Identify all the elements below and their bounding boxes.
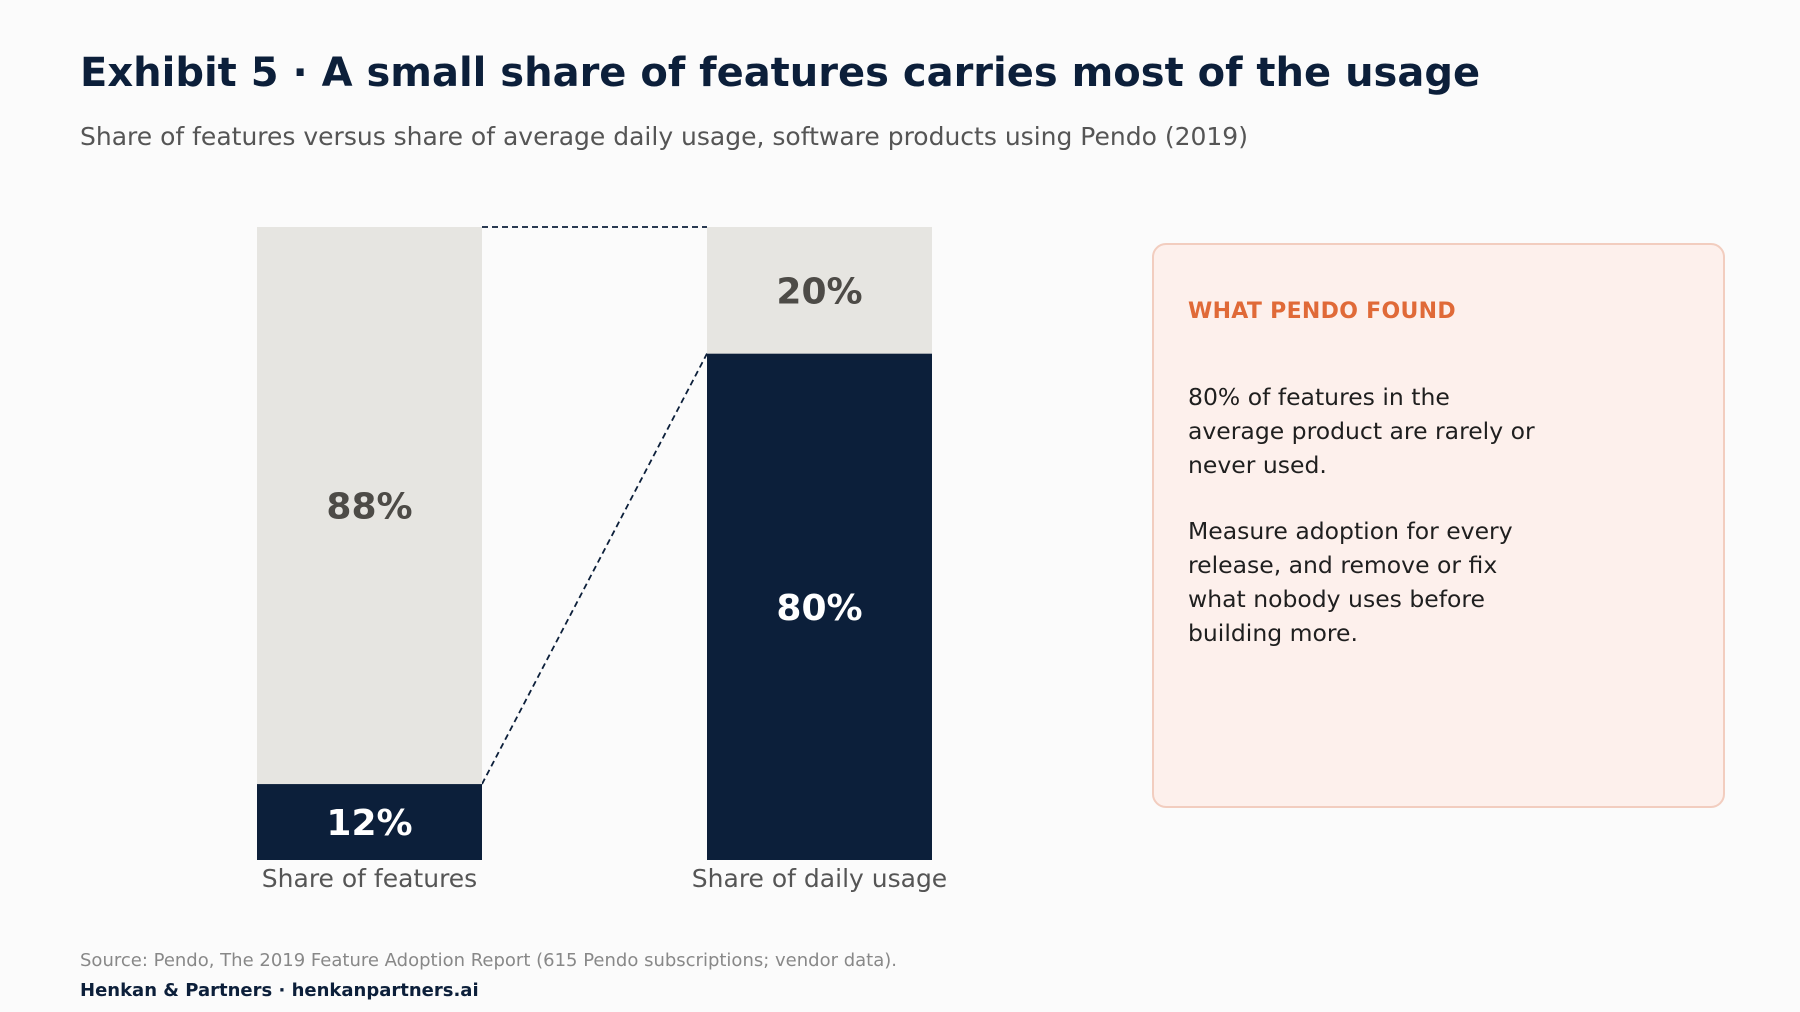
callout-panel: WHAT PENDO FOUND 80% of features in the … bbox=[1152, 243, 1725, 808]
bar-value-label-1-2: 88% bbox=[326, 487, 412, 528]
category-label-2: Share of daily usage bbox=[692, 864, 947, 893]
chart-category-labels: Share of features Share of daily usage bbox=[262, 864, 947, 893]
category-label-1: Share of features bbox=[262, 864, 477, 893]
chart-value-labels: 12% 88% 80% 20% bbox=[326, 271, 862, 844]
chart-bars bbox=[257, 227, 932, 860]
connector-line-boundary bbox=[481, 353, 708, 785]
chart-connectors bbox=[481, 226, 708, 785]
bar-value-label-1-1: 12% bbox=[326, 803, 412, 844]
stacked-bar-chart: 12% 88% 80% 20% Share of features Share of d… bbox=[257, 226, 947, 893]
exhibit-title: Exhibit 5 · A small share of features ca… bbox=[80, 50, 1481, 96]
callout-heading: WHAT PENDO FOUND bbox=[1188, 299, 1456, 324]
callout-paragraph-finding: 80% of features in the average product a… bbox=[1188, 383, 1535, 479]
exhibit-subtitle: Share of features versus share of averag… bbox=[80, 122, 1248, 151]
bar-segment-2-1 bbox=[707, 353, 932, 860]
brand-footer: Henkan & Partners · henkanpartners.ai bbox=[80, 980, 479, 1001]
bar-segment-2-2 bbox=[707, 227, 932, 354]
bar-value-label-2-2: 20% bbox=[776, 271, 862, 312]
callout-paragraph-recommendation: Measure adoption for every release, and … bbox=[1188, 517, 1513, 647]
bar-segment-1-1 bbox=[257, 784, 482, 860]
bar-value-label-2-1: 80% bbox=[776, 588, 862, 629]
source-note: Source: Pendo, The 2019 Feature Adoption… bbox=[80, 950, 898, 971]
bar-segment-1-2 bbox=[257, 227, 482, 785]
